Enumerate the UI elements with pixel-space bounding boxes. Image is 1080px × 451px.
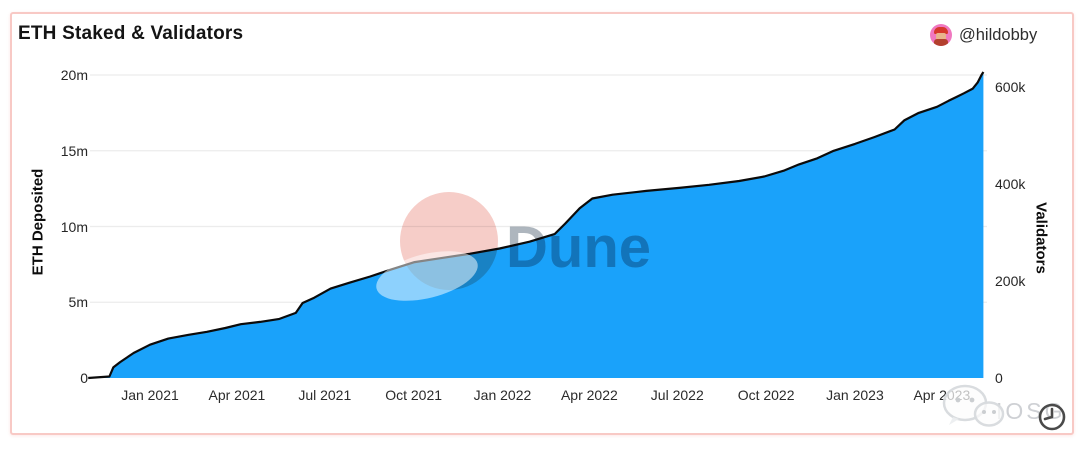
x-axis-tick-label: Apr 2021 <box>208 387 266 403</box>
x-axis-tick-label: Jan 2021 <box>121 387 179 403</box>
avatar-face <box>936 33 946 40</box>
iosg-watermark-text: IOSG <box>996 398 1066 424</box>
x-axis-tick-label: Jan 2022 <box>473 387 532 403</box>
x-axis-tick-label: Oct 2021 <box>385 387 443 403</box>
y-axis-right-title: Validators <box>1032 202 1050 274</box>
y-axis-right-tick-label: 600k <box>995 79 1026 96</box>
y-axis-left-tick-label: 15m <box>60 142 88 159</box>
avatar-shirt <box>934 39 948 46</box>
author-byline[interactable]: @hildobby <box>930 23 1037 47</box>
x-axis-tick-label: Jul 2022 <box>650 387 704 403</box>
x-axis-tick-label: Jul 2021 <box>298 387 352 403</box>
y-axis-right-tick-label: 0 <box>995 370 1003 386</box>
x-axis-tick-label: Apr 2022 <box>560 387 618 403</box>
y-axis-left-tick-label: 5m <box>68 294 88 311</box>
y-axis-right-tick-label: 400k <box>995 176 1026 193</box>
x-axis-tick-label: Apr 2023 <box>913 387 971 403</box>
author-avatar[interactable] <box>930 24 952 46</box>
author-handle[interactable]: @hildobby <box>959 25 1038 44</box>
y-axis-left-tick-label: 0 <box>80 370 88 386</box>
avatar-cap <box>934 27 948 34</box>
chart-card <box>10 12 1074 435</box>
y-axis-left-tick-label: 10m <box>60 218 88 235</box>
y-axis-left-title: ETH Deposited <box>29 168 47 276</box>
y-axis-left-tick-label: 20m <box>60 67 88 83</box>
chart-title: ETH Staked & Validators <box>18 23 244 44</box>
y-axis-right-tick-label: 200k <box>995 273 1026 290</box>
x-axis-tick-label: Oct 2022 <box>737 387 795 403</box>
x-axis-tick-label: Jan 2023 <box>826 387 884 403</box>
